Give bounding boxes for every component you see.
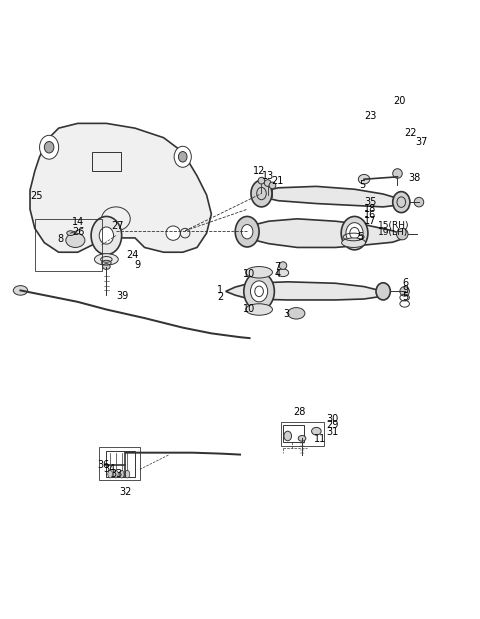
Text: 15(RH): 15(RH) bbox=[378, 222, 410, 230]
Text: 35: 35 bbox=[364, 197, 376, 207]
Ellipse shape bbox=[346, 223, 363, 244]
Ellipse shape bbox=[39, 136, 59, 159]
Ellipse shape bbox=[244, 272, 275, 311]
Text: 17: 17 bbox=[364, 216, 376, 226]
Ellipse shape bbox=[246, 267, 273, 278]
Text: 13: 13 bbox=[262, 171, 274, 181]
Text: 1: 1 bbox=[217, 285, 223, 295]
Polygon shape bbox=[240, 219, 402, 248]
Ellipse shape bbox=[269, 182, 276, 189]
Ellipse shape bbox=[235, 217, 259, 247]
Text: 5: 5 bbox=[360, 180, 366, 191]
Ellipse shape bbox=[99, 227, 114, 244]
Ellipse shape bbox=[396, 228, 408, 240]
Text: 34: 34 bbox=[104, 464, 116, 474]
Ellipse shape bbox=[298, 436, 306, 441]
Text: 30: 30 bbox=[326, 414, 338, 424]
Bar bbox=[107, 451, 135, 477]
Ellipse shape bbox=[393, 192, 410, 212]
Text: 33: 33 bbox=[110, 469, 122, 479]
Text: 23: 23 bbox=[364, 111, 376, 121]
Text: 11: 11 bbox=[314, 435, 326, 444]
Text: 18: 18 bbox=[364, 204, 376, 214]
Text: 37: 37 bbox=[416, 137, 428, 147]
Ellipse shape bbox=[119, 470, 124, 478]
Ellipse shape bbox=[312, 427, 321, 435]
Ellipse shape bbox=[66, 233, 85, 248]
Text: 32: 32 bbox=[120, 487, 132, 497]
Ellipse shape bbox=[91, 217, 121, 254]
Ellipse shape bbox=[251, 281, 268, 302]
Text: 20: 20 bbox=[394, 96, 406, 106]
Text: 36: 36 bbox=[97, 459, 109, 470]
Ellipse shape bbox=[44, 142, 54, 153]
Text: 4: 4 bbox=[275, 269, 280, 279]
Ellipse shape bbox=[264, 180, 271, 186]
Text: 9: 9 bbox=[402, 285, 408, 295]
Ellipse shape bbox=[376, 283, 390, 300]
Text: 38: 38 bbox=[408, 173, 420, 183]
Text: 25: 25 bbox=[30, 191, 43, 201]
Text: 26: 26 bbox=[72, 227, 84, 236]
Bar bbox=[281, 422, 324, 446]
Text: 5: 5 bbox=[357, 232, 363, 242]
Ellipse shape bbox=[103, 264, 110, 269]
Ellipse shape bbox=[288, 308, 305, 319]
Text: 31: 31 bbox=[326, 426, 338, 436]
Ellipse shape bbox=[279, 262, 287, 269]
Text: 8: 8 bbox=[58, 234, 64, 244]
Ellipse shape bbox=[251, 180, 272, 207]
Bar bbox=[92, 152, 120, 171]
Ellipse shape bbox=[284, 431, 291, 441]
Text: 24: 24 bbox=[126, 250, 139, 260]
Text: 28: 28 bbox=[293, 407, 306, 417]
Ellipse shape bbox=[241, 225, 253, 239]
Polygon shape bbox=[30, 123, 211, 252]
Text: 27: 27 bbox=[111, 222, 124, 232]
Ellipse shape bbox=[342, 238, 365, 248]
Text: 5: 5 bbox=[402, 292, 408, 302]
Ellipse shape bbox=[258, 177, 265, 184]
Bar bbox=[99, 447, 140, 480]
Bar bbox=[35, 219, 102, 271]
Text: 10: 10 bbox=[243, 269, 255, 279]
Ellipse shape bbox=[359, 175, 370, 184]
Ellipse shape bbox=[108, 470, 113, 478]
Ellipse shape bbox=[179, 152, 187, 162]
Text: 22: 22 bbox=[405, 128, 417, 138]
Ellipse shape bbox=[414, 197, 424, 207]
Ellipse shape bbox=[341, 217, 368, 250]
Text: 16: 16 bbox=[364, 210, 376, 220]
Ellipse shape bbox=[95, 254, 118, 265]
Text: 12: 12 bbox=[253, 166, 265, 176]
Text: 7: 7 bbox=[275, 262, 281, 272]
Ellipse shape bbox=[393, 169, 402, 178]
Ellipse shape bbox=[174, 146, 192, 167]
Text: 10: 10 bbox=[243, 305, 255, 314]
Text: 14: 14 bbox=[72, 217, 84, 227]
Ellipse shape bbox=[114, 470, 118, 478]
Text: 21: 21 bbox=[271, 176, 283, 186]
Text: 2: 2 bbox=[217, 292, 223, 301]
Ellipse shape bbox=[166, 226, 180, 240]
Ellipse shape bbox=[125, 470, 130, 478]
Text: 9: 9 bbox=[134, 259, 140, 270]
Ellipse shape bbox=[67, 231, 74, 236]
Text: 29: 29 bbox=[326, 420, 338, 430]
Polygon shape bbox=[254, 186, 402, 207]
Bar bbox=[283, 425, 304, 442]
Text: 3: 3 bbox=[283, 310, 289, 319]
Ellipse shape bbox=[400, 287, 409, 296]
Ellipse shape bbox=[277, 269, 288, 277]
Text: 6: 6 bbox=[402, 279, 408, 288]
Ellipse shape bbox=[13, 285, 28, 295]
Text: 39: 39 bbox=[116, 291, 128, 301]
Polygon shape bbox=[226, 282, 383, 300]
Ellipse shape bbox=[246, 304, 273, 315]
Text: 19(LH): 19(LH) bbox=[378, 228, 408, 236]
